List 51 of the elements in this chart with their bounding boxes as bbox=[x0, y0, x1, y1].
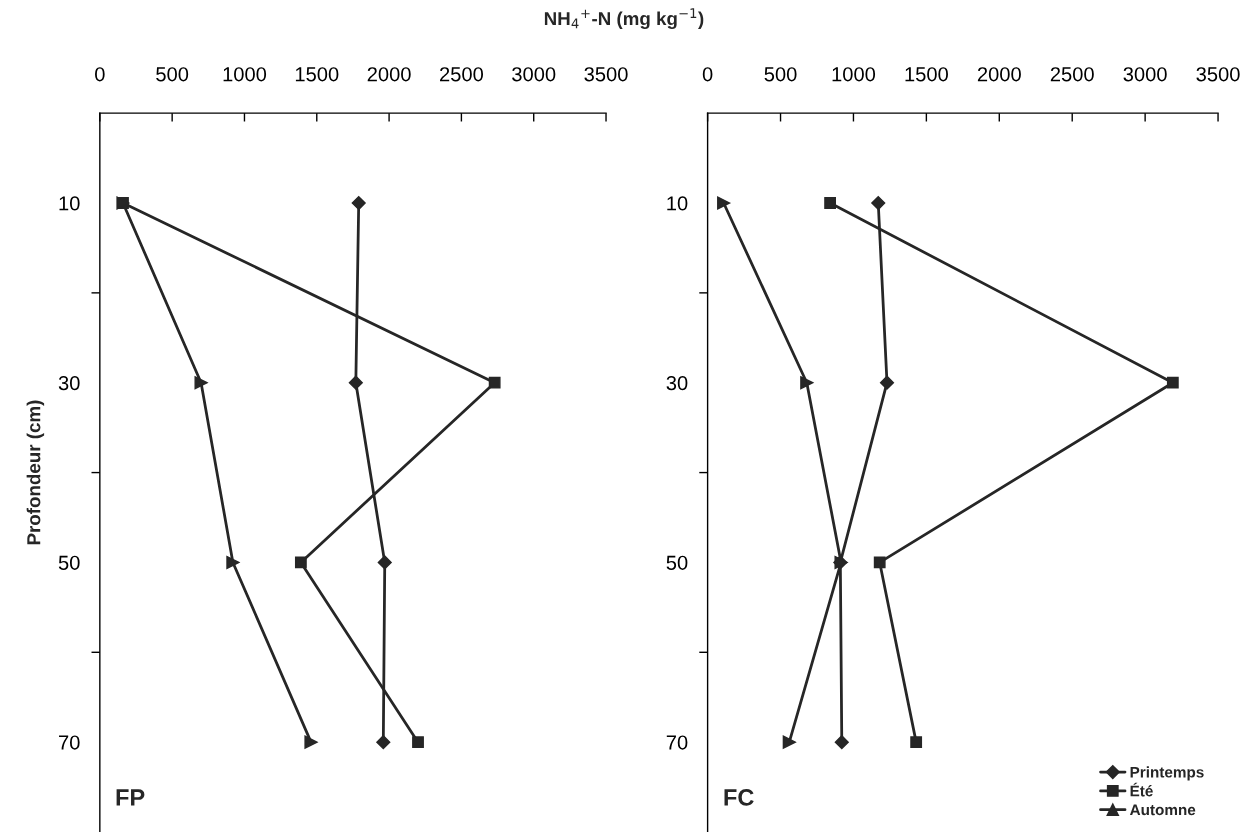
point bbox=[412, 736, 424, 749]
point bbox=[377, 555, 392, 570]
point bbox=[800, 376, 814, 390]
point bbox=[1166, 376, 1179, 389]
x-tick-label: 3000 bbox=[512, 67, 556, 82]
point bbox=[834, 735, 849, 750]
point bbox=[194, 376, 208, 390]
y-tick-label: 10 bbox=[59, 196, 80, 211]
x-tick-label: 2000 bbox=[367, 67, 411, 82]
point bbox=[376, 735, 391, 750]
x-tick-label: 1000 bbox=[223, 67, 267, 82]
point bbox=[782, 735, 796, 749]
legend-label: Printemps bbox=[1130, 766, 1204, 781]
x-tick-label: 3000 bbox=[1123, 67, 1167, 82]
y-tick-label: 70 bbox=[59, 735, 80, 750]
x-tick-label: 1500 bbox=[295, 67, 339, 82]
legend-label: Automne bbox=[1129, 804, 1196, 816]
point bbox=[879, 375, 895, 390]
y-tick-label: 50 bbox=[58, 555, 80, 570]
annotation: FP bbox=[116, 789, 145, 806]
point bbox=[348, 375, 363, 390]
point bbox=[304, 735, 318, 749]
x-tick-label: 1500 bbox=[905, 67, 948, 82]
point bbox=[294, 556, 307, 569]
x-tick-label: 500 bbox=[156, 67, 189, 82]
x-tick-label: 2000 bbox=[977, 67, 1021, 82]
y-tick-label: 70 bbox=[666, 735, 688, 750]
point bbox=[488, 376, 501, 389]
y-tick-label: 50 bbox=[666, 555, 688, 570]
annotation: FC bbox=[724, 789, 754, 806]
x-tick-label: 1000 bbox=[832, 67, 876, 82]
legend-label: Été bbox=[1130, 782, 1153, 797]
x-tick-label: 3500 bbox=[1196, 67, 1240, 82]
point bbox=[226, 555, 240, 570]
x-tick-label: 0 bbox=[95, 67, 105, 82]
y-tick-label: 30 bbox=[58, 375, 80, 391]
y-tick-label: 30 bbox=[666, 375, 688, 391]
point bbox=[824, 197, 837, 209]
x-tick-label: 3500 bbox=[584, 67, 628, 82]
point bbox=[871, 195, 886, 211]
point bbox=[717, 196, 731, 210]
x-tick-label: 2500 bbox=[1050, 67, 1094, 82]
point bbox=[910, 736, 923, 749]
x-tick-label: 2500 bbox=[440, 67, 484, 82]
point bbox=[351, 195, 366, 211]
x-tick-label: 500 bbox=[764, 67, 797, 82]
point bbox=[873, 556, 886, 569]
x-axis-title: NH$_{4}$$^{+}$-N (mg kg$^{−1}$) bbox=[544, 8, 704, 30]
x-tick-label: 0 bbox=[702, 67, 713, 82]
y-axis-title: Profondeur (cm) bbox=[26, 400, 45, 545]
y-tick-label: 10 bbox=[667, 196, 688, 211]
